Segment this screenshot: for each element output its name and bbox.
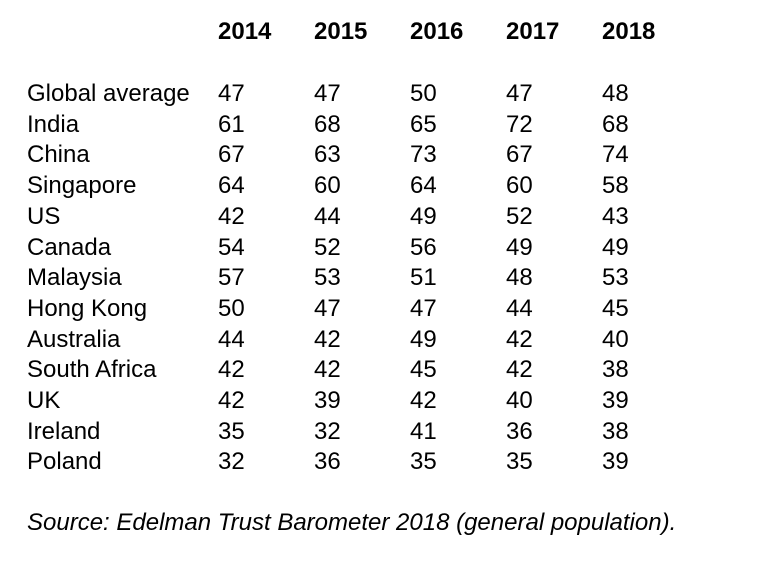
table-cell: 67 [506,141,533,169]
row-label: Global average [27,80,190,107]
table-cell: 41 [410,417,437,445]
table-cell: 42 [314,356,341,384]
table-cell: 57 [218,264,245,292]
table-cell: 64 [218,172,245,200]
table-cell: 50 [410,80,437,107]
table-cell: 36 [314,448,341,476]
row-label: Malaysia [27,264,122,292]
row-label: India [27,110,80,138]
table-cell: 44 [506,294,533,322]
table-cell: 35 [218,417,245,445]
column-header: 2016 [410,18,464,45]
table-cell: 36 [506,417,533,445]
column-header: 2014 [218,18,272,45]
table-cell: 35 [410,448,437,476]
table-cell: 42 [218,356,245,384]
table-cell: 42 [314,325,341,353]
table-cell: 39 [602,448,629,476]
source-note: Source: Edelman Trust Barometer 2018 (ge… [27,509,677,536]
table-cell: 53 [314,264,341,292]
table-cell: 49 [410,202,437,230]
column-header: 2017 [506,18,560,45]
row-label: Canada [27,233,112,261]
table-cell: 42 [410,387,437,414]
table-cell: 45 [602,294,629,322]
table-cell: 54 [218,233,245,261]
table-cell: 61 [218,110,245,138]
row-label: South Africa [27,356,157,384]
table-cell: 68 [602,110,629,138]
table-cell: 63 [314,141,341,169]
table-cell: 68 [314,110,341,138]
table-cell: 42 [506,356,533,384]
row-label: Singapore [27,172,137,200]
column-header: 2015 [314,18,368,45]
table-cell: 45 [410,356,437,384]
table-cell: 49 [410,325,437,353]
table-cell: 60 [314,172,341,200]
row-label: Poland [27,448,102,476]
table-cell: 42 [218,202,245,230]
table-cell: 56 [410,233,437,261]
table-cell: 44 [218,325,245,353]
table-cell: 32 [314,417,341,445]
table-cell: 47 [218,80,245,107]
table-cell: 39 [314,387,341,414]
row-label: Australia [27,325,121,353]
table-cell: 38 [602,356,629,384]
table-cell: 42 [506,325,533,353]
row-label: China [27,141,90,169]
column-header: 2018 [602,18,656,45]
table-cell: 52 [506,202,533,230]
table-cell: 49 [506,233,533,261]
table-cell: 67 [218,141,245,169]
table-cell: 39 [602,387,629,414]
table-cell: 32 [218,448,245,476]
table-cell: 44 [314,202,341,230]
table-cell: 53 [602,264,629,292]
table-cell: 35 [506,448,533,476]
table-cell: 58 [602,172,629,200]
table-cell: 42 [218,387,245,414]
table-cell: 49 [602,233,629,261]
row-label: UK [27,387,61,414]
table-cell: 47 [410,294,437,322]
table-cell: 40 [602,325,629,353]
table-cell: 47 [314,80,341,107]
table-cell: 40 [506,387,533,414]
table-cell: 43 [602,202,629,230]
row-label: US [27,202,61,230]
row-label: Hong Kong [27,294,148,322]
table-cell: 50 [218,294,245,322]
table-cell: 51 [410,264,437,292]
table-cell: 38 [602,417,629,445]
table-cell: 65 [410,110,437,138]
table-cell: 47 [506,80,533,107]
table-cell: 48 [506,264,533,292]
table-cell: 73 [410,141,437,169]
table-cell: 64 [410,172,437,200]
table-cell: 74 [602,141,629,169]
table-cell: 52 [314,233,341,261]
table-cell: 47 [314,294,341,322]
table-cell: 60 [506,172,533,200]
row-label: Ireland [27,417,101,445]
table-cell: 72 [506,110,533,138]
table-cell: 48 [602,80,629,107]
